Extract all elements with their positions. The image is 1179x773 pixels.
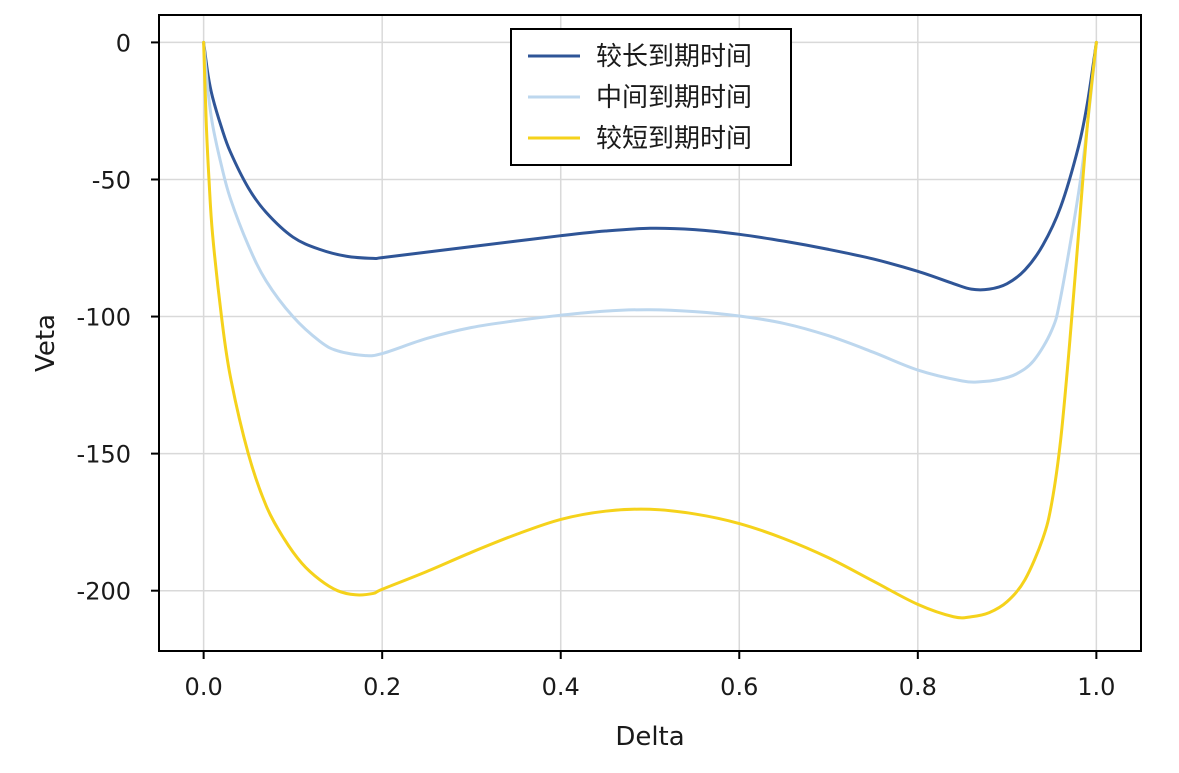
y-axis-label: Veta [31,314,61,372]
legend-label-1: 较长到期时间 [596,42,752,72]
y-tick-label: -50 [92,166,131,194]
legend-label-2: 中间到期时间 [596,83,752,113]
axis-ticks: 0.0 0.2 0.4 0.6 0.8 1.0 0 -50 -100 -150 -200 [77,29,1116,701]
x-tick-label: 0.0 [185,673,223,701]
x-tick-label: 0.2 [363,673,401,701]
x-tick-label: 0.4 [542,673,580,701]
plot-frame [158,14,1142,652]
x-tick-label: 0.6 [720,673,758,701]
y-tick-label: -100 [77,304,131,332]
x-axis-label: Delta [615,722,684,752]
legend-label-3: 较短到期时间 [596,124,752,154]
series-line-2 [202,40,1098,384]
x-tick-label: 1.0 [1077,673,1115,701]
series-line-3 [202,40,1098,620]
y-tick-label: -150 [77,441,131,469]
y-tick-label: 0 [116,29,131,57]
x-tick-label: 0.8 [899,673,937,701]
y-tick-label: -200 [77,578,131,606]
series-lines [202,40,1098,620]
series-line-1 [202,40,1098,292]
